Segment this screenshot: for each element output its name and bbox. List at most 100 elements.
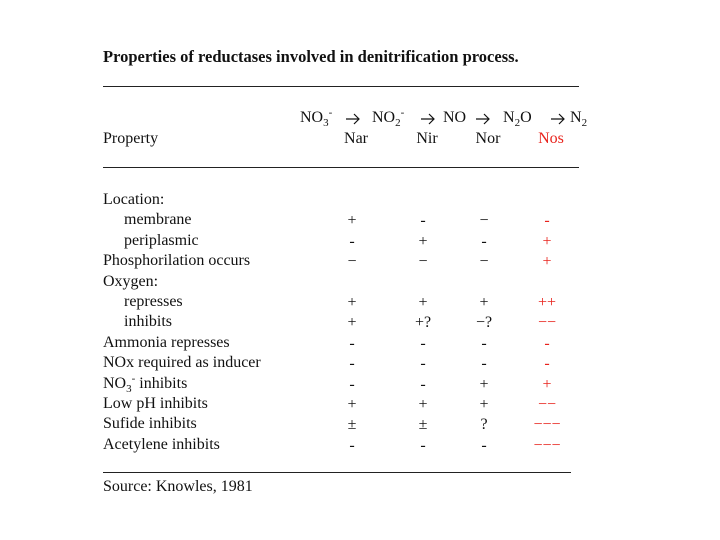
cell: - xyxy=(544,355,550,373)
cell: + xyxy=(347,212,357,230)
arrow xyxy=(551,113,565,125)
column-header: Property xyxy=(103,130,159,147)
column-header: Nos xyxy=(538,130,564,147)
superscript: - xyxy=(328,106,333,119)
species: NO3- xyxy=(300,106,333,130)
cell: - xyxy=(349,375,355,393)
subscript: 2 xyxy=(514,117,521,130)
text: Phosphorilation occurs xyxy=(103,252,251,270)
cell: − xyxy=(418,253,428,271)
cell: + xyxy=(418,294,428,311)
species: N2 xyxy=(570,109,588,130)
cell: - xyxy=(481,334,487,352)
rule xyxy=(103,472,571,473)
text: membrane xyxy=(124,211,192,229)
cell: + xyxy=(479,294,489,311)
source: Source: Knowles, 1981 xyxy=(103,478,253,495)
text: represses xyxy=(124,293,183,310)
column-header: Nor xyxy=(475,130,501,147)
superscript: - xyxy=(400,106,405,119)
text: NO xyxy=(443,109,467,126)
arrow xyxy=(346,113,360,125)
cell: - xyxy=(481,355,487,373)
cell: ++ xyxy=(537,294,557,311)
cell: −−− xyxy=(533,436,561,454)
text: Acetylene inhibits xyxy=(103,435,220,453)
cell: - xyxy=(420,355,426,373)
text: Low pH inhibits xyxy=(103,395,208,412)
cell: - xyxy=(420,212,426,230)
row-label: NOx required as inducer xyxy=(103,354,261,372)
cell: ? xyxy=(480,416,488,434)
cell: + xyxy=(542,375,552,393)
cell: +? xyxy=(414,314,432,332)
species: NO2- xyxy=(372,106,405,130)
cell: − xyxy=(479,253,489,271)
cell: + xyxy=(542,253,552,271)
text: Oxygen: xyxy=(103,272,159,290)
species: NO xyxy=(443,109,466,127)
cell: + xyxy=(347,396,357,413)
cell: −−− xyxy=(533,416,561,434)
cell: - xyxy=(481,436,487,454)
row-label: Ammonia represses xyxy=(103,334,230,352)
cell: + xyxy=(479,396,489,413)
column-header: Nar xyxy=(344,130,368,147)
cell: ± xyxy=(418,416,428,434)
column-header: Nir xyxy=(416,130,438,147)
text: O xyxy=(520,109,532,126)
cell: - xyxy=(420,375,426,393)
row-label: NO3- inhibits xyxy=(103,372,188,395)
cell: + xyxy=(479,375,489,393)
cell: - xyxy=(544,212,550,230)
cell: - xyxy=(349,232,355,250)
cell: - xyxy=(420,436,426,454)
text: Ammonia represses xyxy=(103,333,230,351)
cell: + xyxy=(418,396,428,413)
cell: −? xyxy=(475,314,493,332)
title: Properties of reductases involved in den… xyxy=(103,47,519,66)
cell: - xyxy=(349,355,355,373)
rule xyxy=(103,86,579,87)
cell: −− xyxy=(537,314,557,332)
row-label: Oxygen: xyxy=(103,273,158,291)
text: inhibits xyxy=(124,313,173,331)
text: N xyxy=(570,109,582,126)
row-label: Phosphorilation occurs xyxy=(103,252,250,270)
cell: + xyxy=(418,232,428,250)
text: NO xyxy=(103,374,127,392)
text: Location: xyxy=(103,191,165,208)
text: NOx required as inducer xyxy=(103,354,261,372)
subscript: 2 xyxy=(395,117,401,130)
cell: − xyxy=(347,253,357,271)
text: N xyxy=(503,109,515,126)
cell: - xyxy=(481,232,487,250)
cell: − xyxy=(479,212,489,230)
arrow xyxy=(421,113,435,125)
cell: −− xyxy=(537,396,557,413)
text: periplasmic xyxy=(124,231,199,249)
cell: - xyxy=(349,334,355,352)
row-label: Low pH inhibits xyxy=(103,395,208,413)
arrow xyxy=(476,113,490,125)
cell: - xyxy=(349,436,355,454)
rule xyxy=(103,167,579,168)
text: NO xyxy=(372,109,396,126)
species: N2O xyxy=(503,109,532,130)
cell: + xyxy=(542,232,552,250)
cell: - xyxy=(544,334,550,352)
row-label: Acetylene inhibits xyxy=(103,436,220,454)
cell: + xyxy=(347,314,357,332)
row-label: inhibits xyxy=(124,313,172,331)
subscript: 3 xyxy=(323,117,329,130)
superscript: - xyxy=(131,372,136,385)
subscript: 2 xyxy=(581,117,588,130)
text: inhibits xyxy=(135,374,188,392)
cell: + xyxy=(347,294,357,311)
subscript: 3 xyxy=(126,382,132,395)
row-label: membrane xyxy=(124,211,192,229)
row-label: represses xyxy=(124,293,183,311)
text: Sufide inhibits xyxy=(103,415,197,433)
cell: - xyxy=(420,334,426,352)
